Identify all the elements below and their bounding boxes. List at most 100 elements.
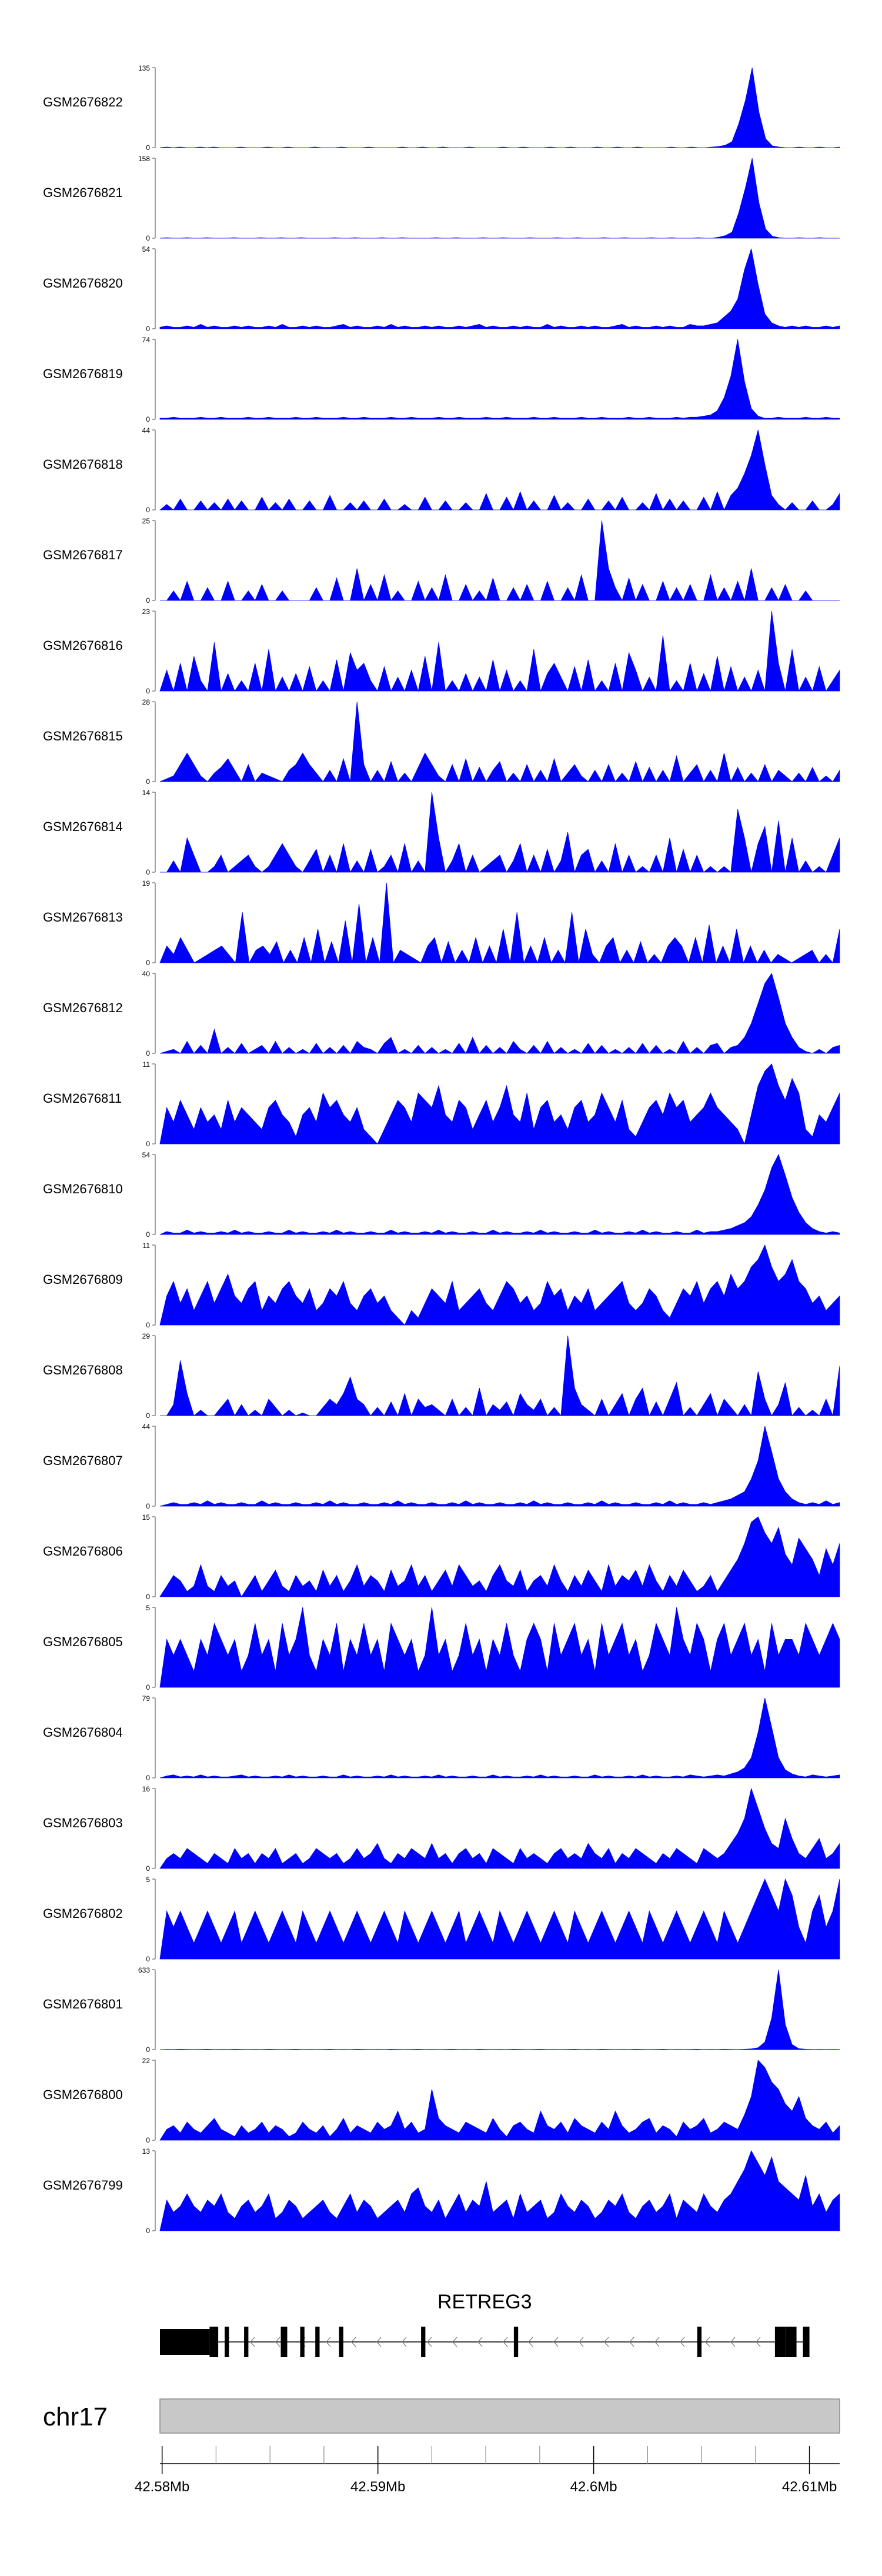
track-ymax-label: 15 [142,1513,151,1521]
track-ymax-label: 29 [142,1332,151,1340]
track-label: GSM2676803 [43,1816,123,1830]
coverage-area [159,1697,840,1778]
track-ymax-label: 74 [142,336,151,344]
track-ymin-label: 0 [146,1502,150,1510]
strand-chevron [756,2337,761,2347]
track: GSM2676816 23 0 [43,608,840,695]
strand-chevron [503,2337,508,2347]
strand-chevron [604,2337,609,2347]
exon [786,2327,797,2357]
track: GSM2676799 13 0 [43,2147,840,2235]
track-ymax-label: 16 [142,1785,151,1793]
strand-chevron [528,2337,533,2347]
coverage-area [159,1153,840,1235]
track-ymax-label: 23 [142,608,151,616]
strand-chevron [326,2337,331,2347]
x-tick-label: 42.61Mb [782,2479,837,2495]
gene-annotation: RETREG3 [160,2291,810,2357]
exon [697,2327,702,2357]
exon [209,2327,219,2357]
strand-chevron [654,2337,660,2347]
track-ymax-label: 11 [143,1242,151,1250]
coverage-area [159,67,840,148]
track-ymin-label: 0 [146,1955,150,1963]
track: GSM2676807 44 0 [43,1423,840,1510]
track: GSM2676817 25 0 [43,517,840,605]
track-ymin-label: 0 [146,1593,150,1601]
track-ymin-label: 0 [146,2136,150,2144]
genomic-axis: 42.58Mb 42.59Mb 42.6Mb 42.61Mb [135,2446,840,2495]
strand-chevron [402,2337,407,2347]
track: GSM2676812 40 0 [43,970,840,1057]
track-label: GSM2676822 [43,95,123,109]
coverage-area [159,1969,840,2050]
exon [774,2327,786,2357]
x-tick-label: 42.6Mb [570,2479,617,2495]
track-label: GSM2676819 [43,366,123,381]
track-ymax-label: 44 [142,426,151,435]
coverage-area [159,248,840,329]
track-label: GSM2676815 [43,729,123,743]
track-ymax-label: 22 [142,2057,151,2065]
track-label: GSM2676818 [43,457,123,472]
strand-chevron [376,2337,382,2347]
coverage-area [159,882,840,964]
track-label: GSM2676804 [43,1725,123,1740]
track-ymin-label: 0 [146,778,150,786]
coverage-area [159,1878,840,1960]
track: GSM2676821 158 0 [43,155,840,242]
coverage-tracks: GSM26768221350GSM26768211580GSM267682054… [43,64,840,2235]
track-label: GSM2676810 [43,1182,123,1196]
track-ymin-label: 0 [146,2227,150,2235]
track-ymax-label: 54 [142,1151,151,1159]
track-label: GSM2676800 [43,2087,123,2102]
exon [421,2327,426,2357]
track-ymax-label: 44 [142,1423,151,1431]
track-label: GSM2676808 [43,1363,123,1377]
exon [160,2329,210,2355]
track: GSM2676804 79 0 [43,1694,840,1782]
track-ymax-label: 79 [142,1694,151,1703]
coverage-area [160,1335,840,1417]
track: GSM2676808 29 0 [43,1332,840,1420]
track-label: GSM2676817 [43,548,123,562]
track: GSM2676803 16 0 [43,1785,840,1873]
track-ymin-label: 0 [146,596,150,605]
x-tick-label: 42.58Mb [135,2479,189,2495]
track-label: GSM2676816 [43,638,123,653]
coverage-area [159,1607,840,1688]
track-ymax-label: 633 [138,1966,150,1974]
track-ymin-label: 0 [146,506,150,514]
strand-chevron [705,2337,710,2347]
track-label: GSM2676809 [43,1272,123,1287]
track-label: GSM2676812 [43,1000,123,1015]
track-ymax-label: 5 [146,1604,150,1612]
track: GSM2676801 633 0 [43,1966,840,2054]
track-ymax-label: 5 [146,1876,150,1884]
coverage-area [159,610,840,692]
coverage-area [159,2060,840,2141]
track-ymin-label: 0 [146,1683,150,1691]
track-ymin-label: 0 [146,1049,150,1057]
gene-label: RETREG3 [437,2291,532,2313]
coverage-area [159,429,840,511]
strand-chevron [351,2337,356,2347]
track-label: GSM2676799 [43,2178,123,2193]
track: GSM2676800 22 0 [43,2057,840,2144]
track: GSM2676814 14 0 [43,789,840,876]
strand-chevron [250,2337,255,2347]
track-ymin-label: 0 [146,234,150,242]
track-ymin-label: 0 [146,1864,150,1873]
track-ymax-label: 25 [142,517,151,525]
exon [803,2327,810,2357]
track: GSM2676822 135 0 [43,64,840,152]
exon [225,2327,229,2357]
track-label: GSM2676821 [43,185,123,200]
track-ymin-label: 0 [146,2046,150,2054]
track: GSM2676811 11 0 [43,1060,840,1148]
exon [280,2327,288,2357]
track: GSM2676815 28 0 [43,698,840,786]
strand-chevron [477,2337,483,2347]
track: GSM2676809 11 0 [43,1242,840,1329]
